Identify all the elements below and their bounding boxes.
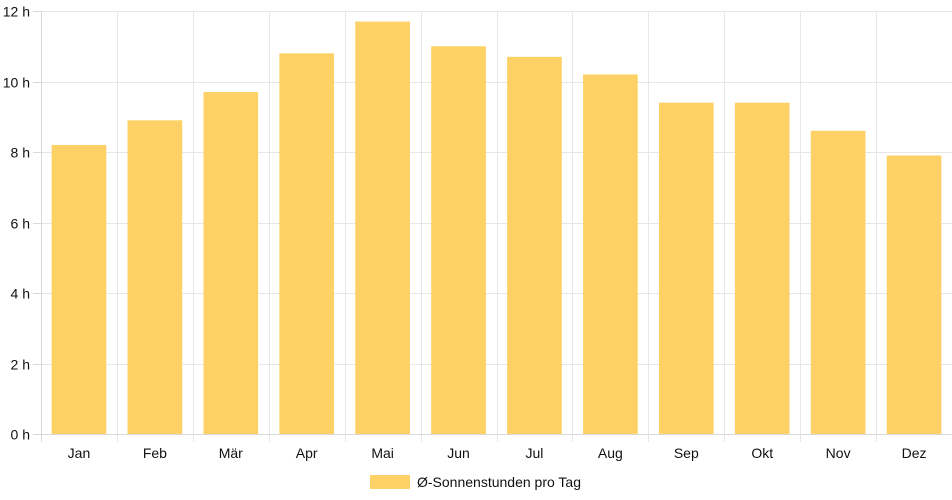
y-tick-label: 10 h [3,75,30,91]
x-tick-label: Mär [219,445,243,461]
bar[interactable] [507,56,562,434]
bar[interactable] [51,144,107,434]
x-tick-label: Apr [296,445,318,461]
bar[interactable] [583,74,638,434]
grid [33,11,952,442]
y-tick-label: 8 h [11,145,30,161]
x-tick-label: Nov [826,445,851,461]
axes: 0 h 2 h 4 h 6 h 8 h 10 h 12 h Jan Feb Mär Apr Mai Ju… [3,4,927,462]
y-tick-label: 2 h [11,357,30,373]
x-tick-label: Aug [598,445,623,461]
x-tick-label: Dez [902,445,927,461]
bar[interactable] [355,21,410,434]
bar[interactable] [658,102,714,435]
bar[interactable] [734,102,790,435]
y-tick-label: 12 h [3,4,30,20]
x-tick-label: Jul [526,445,544,461]
legend[interactable]: Ø-Sonnenstunden pro Tag [370,474,581,490]
y-tick-label: 4 h [11,286,30,302]
x-tick-label: Mai [371,445,394,461]
x-tick-label: Jun [447,445,470,461]
x-tick-label: Jan [68,445,91,461]
bar[interactable] [203,92,259,434]
bar[interactable] [886,155,942,434]
bar[interactable] [810,130,866,434]
bar[interactable] [279,53,335,435]
legend-swatch [370,475,410,489]
legend-label: Ø-Sonnenstunden pro Tag [417,474,581,490]
x-tick-label: Feb [143,445,167,461]
y-tick-label: 6 h [11,216,30,232]
bar[interactable] [431,46,486,434]
y-tick-label: 0 h [11,427,30,443]
x-tick-label: Okt [751,445,773,461]
bar[interactable] [127,120,183,435]
bars [51,21,942,435]
x-tick-label: Sep [674,445,699,461]
